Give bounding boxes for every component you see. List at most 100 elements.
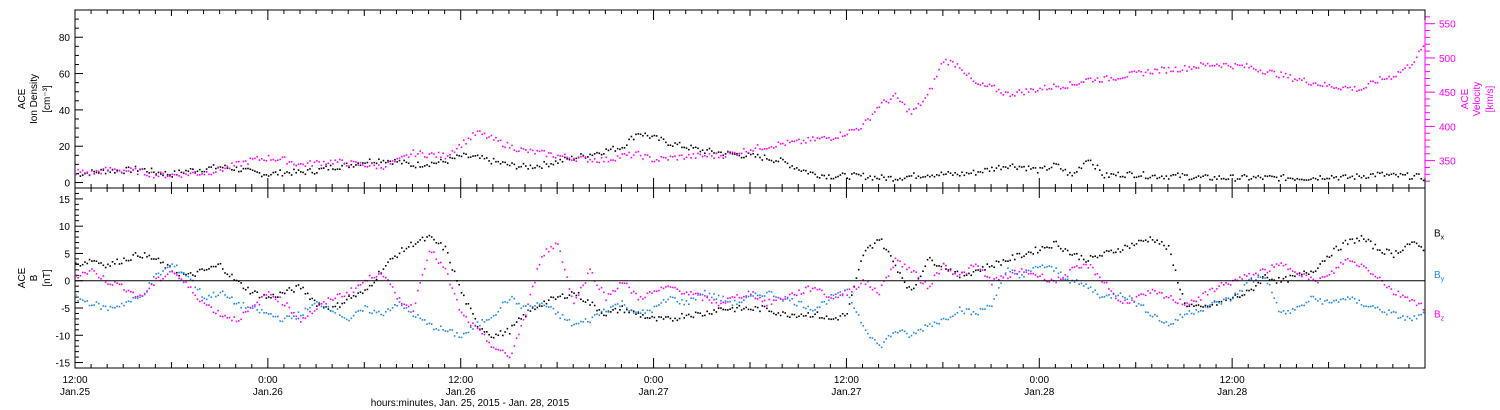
bx-point (965, 274, 968, 276)
velocity-point (568, 157, 571, 160)
bx-point (336, 302, 339, 304)
density-point (529, 164, 532, 167)
bz-point (554, 242, 557, 245)
bx-point (359, 291, 362, 293)
by-point (630, 309, 633, 311)
bx-point (1395, 250, 1397, 252)
bz-point (566, 276, 568, 278)
velocity-point (692, 152, 695, 155)
by-point (1335, 299, 1338, 301)
density-point (1284, 179, 1287, 182)
by-point (1411, 319, 1413, 322)
velocity-point (1294, 78, 1296, 80)
density-point (1016, 168, 1018, 170)
by-point (426, 323, 428, 326)
by-point (238, 301, 240, 304)
by-point (1055, 267, 1057, 269)
bx-point (93, 260, 95, 262)
bz-point (1128, 302, 1131, 304)
bz-point (547, 250, 550, 253)
velocity-point (1193, 65, 1195, 68)
velocity-point (102, 168, 105, 170)
bz-point (1064, 273, 1067, 276)
bz-point (297, 317, 300, 320)
by-point (95, 301, 98, 303)
by-point (407, 310, 410, 313)
bz-point (203, 302, 206, 305)
density-point (127, 166, 130, 168)
bz-point (1399, 296, 1402, 298)
by-point (109, 305, 112, 308)
bx-point (591, 301, 594, 304)
bz-point (862, 279, 865, 281)
bz-point (1395, 293, 1397, 296)
bx-point (860, 260, 862, 262)
velocity-point (1289, 73, 1292, 76)
by-point (419, 317, 421, 320)
bx-point (150, 258, 153, 260)
density-point (1030, 168, 1032, 170)
density-point (318, 168, 320, 170)
bx-point (1048, 246, 1051, 249)
bz-point (671, 286, 674, 289)
density-point (896, 179, 899, 181)
bz-point (653, 290, 656, 292)
velocity-point (802, 139, 805, 142)
bx-point (839, 315, 842, 317)
velocity-point (281, 156, 284, 159)
density-point (382, 159, 385, 162)
by-point (1085, 283, 1087, 286)
bz-point (398, 296, 401, 299)
density-point (185, 169, 187, 172)
bz-point (834, 293, 837, 296)
bx-point (419, 239, 421, 241)
bx-point (210, 265, 213, 268)
by-point (1326, 299, 1328, 301)
velocity-point (894, 92, 897, 95)
velocity-point (497, 140, 500, 142)
velocity-point (1101, 81, 1103, 83)
by-point (1174, 318, 1177, 321)
velocity-point (1190, 68, 1193, 71)
density-point (1241, 175, 1243, 177)
velocity-point (472, 132, 474, 134)
by-point (993, 298, 995, 300)
bz-point (1385, 286, 1388, 289)
density-point (1229, 174, 1232, 177)
density-point (203, 170, 206, 173)
bz-point (1335, 266, 1338, 269)
bx-point (1351, 238, 1354, 240)
by-point (807, 305, 809, 308)
bz-point (1264, 268, 1266, 271)
bx-point (451, 269, 454, 271)
velocity-point (885, 100, 888, 103)
by-point (396, 304, 399, 307)
bx-point (626, 308, 628, 311)
by-point (1202, 310, 1204, 312)
bz-point (690, 290, 692, 293)
by-point (515, 303, 518, 305)
density-point (1252, 175, 1255, 178)
velocity-point (359, 161, 362, 164)
by-point (947, 318, 950, 321)
velocity-point (1154, 68, 1156, 70)
by-point (892, 332, 894, 334)
density-point (798, 169, 800, 171)
density-point (1413, 174, 1416, 177)
by-point (309, 306, 311, 309)
velocity-point (600, 157, 603, 159)
velocity-point (444, 157, 447, 160)
density-point (1053, 162, 1055, 165)
bx-point (169, 265, 171, 267)
bx-point (350, 297, 353, 299)
by-point (513, 297, 516, 300)
bz-point (1078, 267, 1080, 269)
x-time-label: 12:00 (62, 375, 87, 386)
bx-point (743, 307, 745, 310)
bz-point (251, 307, 254, 309)
velocity-point (442, 152, 444, 155)
velocity-point (306, 162, 309, 164)
density-point (1404, 174, 1406, 176)
by-point (738, 301, 741, 304)
bz-point (332, 299, 334, 301)
